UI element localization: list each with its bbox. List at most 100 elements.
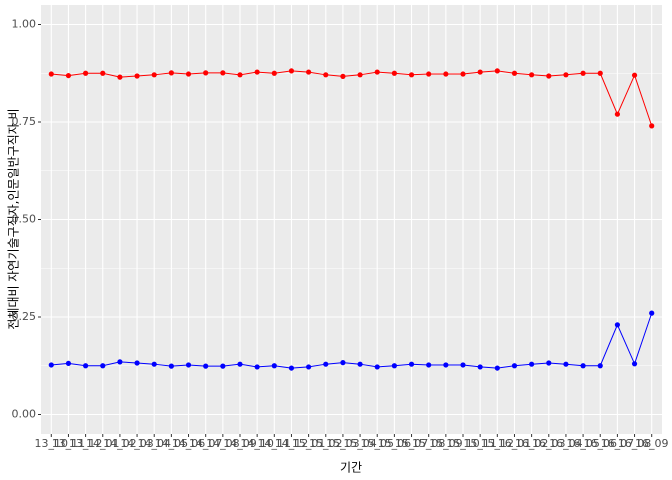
- x-tick-label: 14_10: [240, 437, 274, 450]
- series-line: [51, 312, 653, 369]
- point: [357, 72, 363, 78]
- x-tick-label: 14_04: [137, 437, 171, 450]
- point: [168, 363, 174, 369]
- point: [203, 363, 209, 369]
- x-tick-label: 16_01: [498, 437, 532, 450]
- x-tick-label: 15_06: [378, 437, 412, 450]
- point: [443, 362, 449, 368]
- point: [65, 72, 72, 79]
- x-tick-label: 13_11: [52, 437, 86, 450]
- x-tick-label: 15_04: [343, 437, 377, 450]
- y-tick-label: 1.00: [12, 18, 37, 31]
- x-tick-label: 15_11: [463, 437, 497, 450]
- point: [546, 360, 552, 366]
- point: [48, 362, 54, 368]
- point: [477, 69, 483, 75]
- point: [254, 69, 260, 75]
- point: [220, 70, 226, 76]
- point: [511, 70, 518, 76]
- x-tick-label: 14_02: [103, 437, 137, 450]
- point: [134, 360, 140, 366]
- x-tick-label: 15_12: [481, 437, 515, 450]
- point: [323, 361, 329, 367]
- x-tick-label: 16_08: [618, 437, 652, 450]
- point: [48, 71, 54, 77]
- point: [631, 361, 638, 367]
- point: [185, 362, 192, 368]
- y-tick-label: 0.00: [12, 408, 37, 421]
- point: [426, 362, 432, 368]
- point: [631, 72, 638, 78]
- point: [117, 359, 123, 365]
- x-tick-label: 14_08: [206, 437, 240, 450]
- point: [614, 111, 620, 117]
- point: [494, 365, 500, 371]
- x-tick-label: 14_07: [189, 437, 223, 450]
- point: [529, 361, 535, 367]
- point: [83, 363, 89, 369]
- point: [529, 72, 535, 78]
- point: [237, 72, 243, 78]
- y-tick-label: 0.50: [12, 213, 37, 226]
- point: [254, 364, 260, 370]
- point: [408, 361, 415, 367]
- point: [357, 361, 363, 367]
- point: [391, 70, 397, 76]
- x-tick-label: 15_05: [360, 437, 394, 450]
- point: [323, 72, 329, 78]
- point: [65, 360, 72, 367]
- x-tick-label: 16_03: [532, 437, 566, 450]
- point: [340, 360, 346, 366]
- point: [426, 71, 432, 77]
- point: [288, 68, 295, 74]
- point: [168, 70, 174, 76]
- point: [443, 71, 449, 77]
- point: [597, 70, 603, 76]
- x-tick-label: 15_01: [292, 437, 326, 450]
- x-tick-label: 14_03: [120, 437, 154, 450]
- point: [203, 70, 209, 76]
- point: [237, 361, 243, 367]
- x-tick-label: 14_01: [86, 437, 120, 450]
- point: [477, 364, 483, 370]
- x-tick-label: 15_08: [412, 437, 446, 450]
- y-tick-label: 0.25: [12, 310, 37, 323]
- point: [649, 310, 655, 316]
- point: [220, 363, 226, 369]
- x-tick-label: 16_02: [515, 437, 549, 450]
- x-tick-label: 15_03: [326, 437, 360, 450]
- point: [117, 74, 123, 80]
- x-tick-label: 16_09: [635, 437, 669, 450]
- x-tick-label: 16_07: [601, 437, 635, 450]
- y-tick-label: 0.75: [12, 115, 37, 128]
- point: [460, 71, 466, 77]
- x-tick-label: 15_09: [429, 437, 463, 450]
- x-tick-label: 15_02: [309, 437, 343, 450]
- point: [185, 71, 192, 77]
- point: [580, 363, 586, 369]
- point: [100, 363, 106, 369]
- point: [614, 322, 620, 328]
- x-tick-label: 16_04: [549, 437, 583, 450]
- point: [563, 72, 569, 78]
- x-tick-label: 15_07: [395, 437, 429, 450]
- point: [151, 361, 157, 367]
- point: [460, 362, 466, 368]
- point: [306, 69, 312, 75]
- point: [134, 73, 140, 79]
- point: [271, 70, 277, 76]
- x-tick-label: 14_11: [258, 437, 292, 450]
- x-tick-label: 15_10: [446, 437, 480, 450]
- point: [374, 69, 380, 75]
- x-tick-label: 13_12: [69, 437, 103, 450]
- point: [83, 70, 89, 76]
- point: [649, 123, 655, 129]
- point: [511, 363, 518, 369]
- x-axis-title: 기간: [340, 461, 362, 475]
- x-tick-label: 16_05: [566, 437, 600, 450]
- series-line: [51, 70, 653, 127]
- x-tick-label: 14_05: [155, 437, 189, 450]
- point: [151, 72, 157, 78]
- x-tick-label: 16_06: [583, 437, 617, 450]
- point: [374, 364, 380, 370]
